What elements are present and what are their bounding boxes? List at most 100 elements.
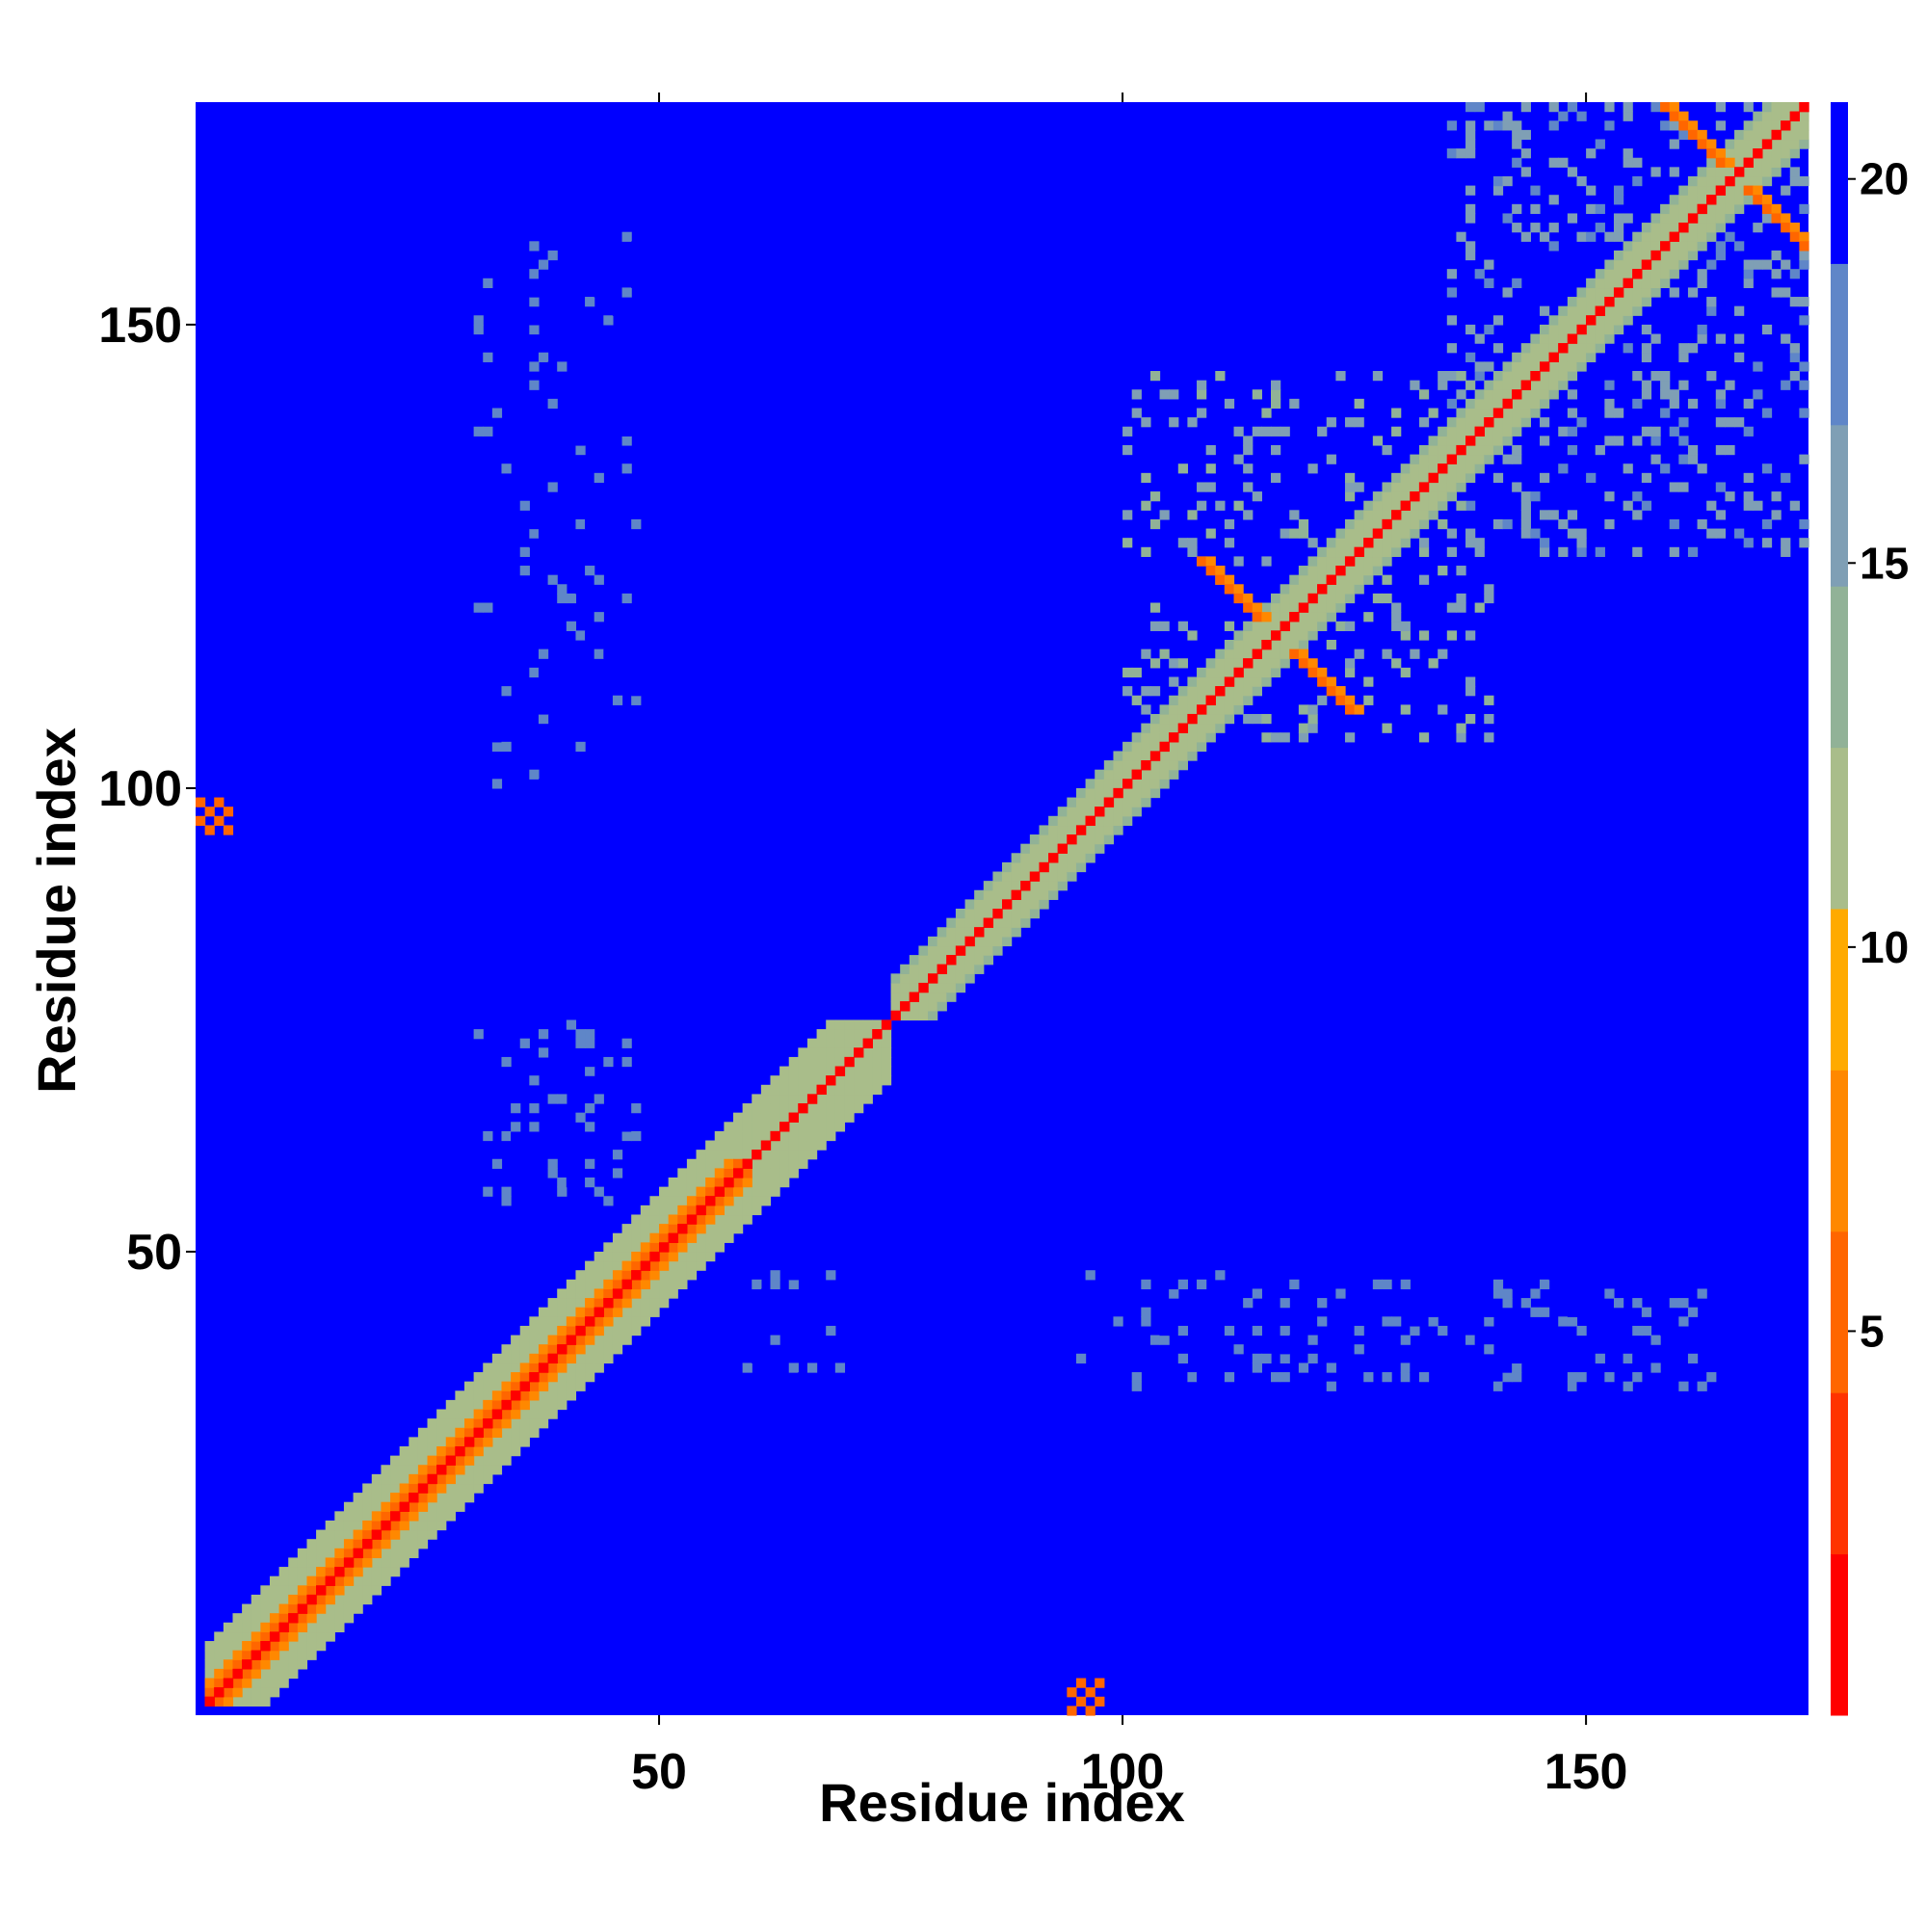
heatmap-cell-band bbox=[1113, 760, 1123, 771]
heatmap-cell-band bbox=[455, 1473, 465, 1485]
heatmap-cell-band bbox=[668, 1251, 678, 1262]
heatmap-cell-band bbox=[297, 1575, 308, 1586]
heatmap-cell-band bbox=[306, 1631, 317, 1642]
heatmap-cell-cluster bbox=[1687, 1335, 1699, 1345]
heatmap-cell-band bbox=[242, 1650, 252, 1660]
heatmap-cell-cluster bbox=[491, 741, 503, 753]
heatmap-cell-cluster bbox=[1641, 1325, 1652, 1337]
heatmap-cell-band bbox=[288, 1585, 299, 1596]
heatmap-cell-cluster bbox=[1085, 1298, 1095, 1309]
heatmap-cell-cluster bbox=[585, 1103, 595, 1114]
heatmap-cell-band bbox=[621, 1251, 632, 1262]
heatmap-cell-cluster bbox=[1122, 667, 1133, 678]
heatmap-cell-cluster bbox=[1697, 1381, 1707, 1391]
heatmap-cell-cluster bbox=[557, 380, 568, 390]
heatmap-cell-band bbox=[705, 1214, 716, 1225]
heatmap-cell-cluster bbox=[483, 491, 493, 502]
colorbar-segment bbox=[1831, 1392, 1848, 1555]
heatmap-cell-band bbox=[491, 1437, 503, 1447]
heatmap-cell-band bbox=[1169, 695, 1179, 705]
heatmap-cell-band bbox=[1307, 612, 1318, 622]
heatmap-cell-band bbox=[1428, 454, 1439, 464]
heatmap-cell-band bbox=[353, 1594, 363, 1605]
heatmap-cell-cluster bbox=[1567, 389, 1578, 400]
heatmap-cell-cluster bbox=[547, 612, 558, 622]
heatmap-cell-band bbox=[964, 899, 975, 910]
heatmap-cell-band bbox=[834, 1112, 846, 1123]
heatmap-cell-band bbox=[1604, 269, 1615, 279]
heatmap-cell-band bbox=[844, 1075, 855, 1086]
heatmap-cell-band bbox=[844, 1029, 855, 1040]
heatmap-cell-band bbox=[826, 1056, 836, 1068]
heatmap-cell-antidiagonal bbox=[1669, 111, 1679, 121]
heatmap-cell-band bbox=[353, 1557, 363, 1568]
heatmap-cell-diagonal bbox=[834, 1066, 846, 1076]
heatmap-cell-spot bbox=[196, 797, 206, 807]
heatmap-cell-cluster bbox=[1224, 398, 1235, 410]
heatmap-cell-cluster bbox=[621, 751, 632, 761]
heatmap-cell-band bbox=[353, 1539, 363, 1549]
heatmap-cell-cluster bbox=[1669, 1298, 1679, 1309]
heatmap-cell-band bbox=[566, 1279, 577, 1290]
heatmap-cell-diagonal bbox=[752, 1150, 762, 1160]
heatmap-cell-cluster bbox=[1576, 175, 1587, 187]
heatmap-cell-band bbox=[1149, 787, 1161, 799]
heatmap-cell-cluster bbox=[1512, 1363, 1522, 1373]
heatmap-cell-band bbox=[696, 1242, 706, 1253]
heatmap-cell-band bbox=[381, 1575, 391, 1586]
heatmap-cell-band bbox=[779, 1178, 790, 1188]
heatmap-cell-band bbox=[770, 1075, 780, 1086]
heatmap-cell-diagonal bbox=[1187, 713, 1198, 725]
heatmap-cell-cluster bbox=[529, 1056, 540, 1068]
heatmap-cell-antidiagonal bbox=[1761, 203, 1773, 215]
heatmap-cell-cluster bbox=[1428, 658, 1439, 669]
heatmap-cell-band bbox=[1410, 454, 1420, 464]
heatmap-cell-cluster bbox=[1725, 444, 1735, 456]
heatmap-cell-band bbox=[1604, 333, 1615, 344]
heatmap-cell-cluster bbox=[1641, 472, 1652, 484]
heatmap-cell-cluster bbox=[1706, 1372, 1717, 1383]
heatmap-cell-cluster bbox=[1540, 436, 1550, 446]
heatmap-cell-band bbox=[1446, 491, 1458, 502]
heatmap-cell-cluster bbox=[1271, 472, 1281, 484]
heatmap-cell-band bbox=[659, 1196, 670, 1206]
heatmap-cell-band bbox=[798, 1094, 808, 1104]
heatmap-cell-cluster bbox=[1465, 528, 1476, 539]
heatmap-cell-band bbox=[557, 1307, 568, 1317]
heatmap-cell-diagonal bbox=[974, 927, 985, 938]
heatmap-cell-cluster bbox=[1307, 713, 1318, 725]
heatmap-cell-band bbox=[1075, 843, 1087, 854]
heatmap-cell-band bbox=[752, 1186, 762, 1197]
heatmap-cell-band bbox=[1113, 779, 1123, 789]
heatmap-cell-band bbox=[918, 992, 929, 1002]
heatmap-cell-band bbox=[686, 1242, 698, 1253]
heatmap-cell-cluster bbox=[538, 667, 549, 678]
heatmap-cell-band bbox=[1576, 287, 1587, 298]
heatmap-cell-band bbox=[362, 1493, 373, 1503]
heatmap-cell-diagonal bbox=[733, 1168, 744, 1178]
heatmap-cell-band bbox=[594, 1325, 604, 1337]
heatmap-cell-band bbox=[1771, 167, 1782, 177]
heatmap-cell-band bbox=[696, 1251, 706, 1262]
heatmap-cell-band bbox=[519, 1363, 530, 1373]
heatmap-cell-cluster bbox=[1586, 148, 1597, 159]
heatmap-cell-band bbox=[788, 1075, 799, 1086]
heatmap-cell-cluster bbox=[1317, 1316, 1328, 1327]
heatmap-cell-cluster bbox=[529, 324, 540, 335]
heatmap-cell-band bbox=[1400, 528, 1411, 539]
heatmap-cell-band bbox=[1122, 769, 1133, 780]
heatmap-cell-band bbox=[1344, 546, 1356, 558]
heatmap-cell-band bbox=[343, 1511, 355, 1522]
heatmap-cell-cluster bbox=[1131, 1372, 1142, 1383]
heatmap-cell-band bbox=[306, 1585, 317, 1596]
heatmap-cell-band bbox=[1715, 175, 1727, 187]
heatmap-cell-band bbox=[1428, 436, 1439, 446]
heatmap-cell-band bbox=[1418, 500, 1430, 511]
heatmap-cell-band bbox=[1075, 797, 1087, 807]
heatmap-cell-band bbox=[631, 1251, 642, 1262]
heatmap-cell-band bbox=[1558, 315, 1569, 326]
heatmap-cell-cluster bbox=[1743, 259, 1754, 270]
heatmap-cell-cluster bbox=[1243, 482, 1254, 492]
heatmap-cell-band bbox=[547, 1316, 558, 1327]
heatmap-cell-cluster bbox=[575, 1029, 586, 1040]
